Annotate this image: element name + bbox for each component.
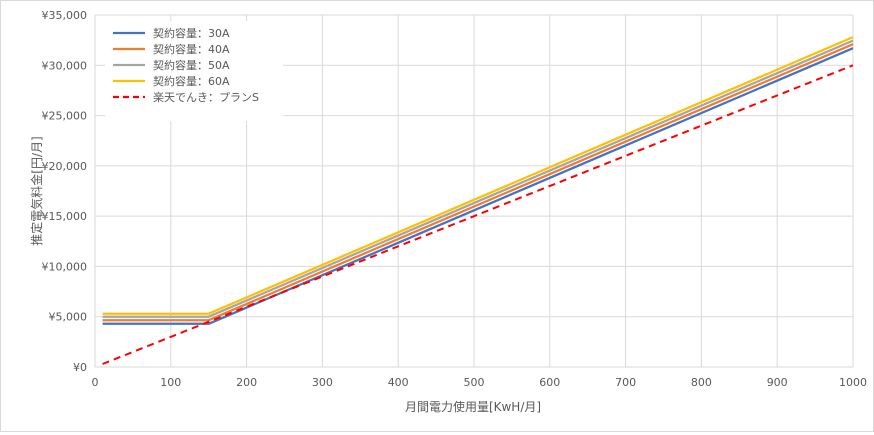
y-tick-label: ¥35,000 (42, 9, 88, 22)
series-line-4 (102, 36, 854, 315)
y-tick-label: ¥0 (73, 361, 87, 374)
y-tick-label: ¥25,000 (42, 110, 88, 123)
y-axis-ticks: ¥0 ¥5,000 ¥10,000 ¥15,000 ¥20,000 ¥25,000 ¥30,… (42, 9, 88, 374)
legend-label: 契約容量：40A (153, 42, 230, 56)
x-tick-label: 500 (464, 376, 485, 389)
legend: 契約容量：30A 契約容量：40A 契約容量：50A 契約容量：60A 楽天でんき：プラ… (105, 21, 283, 121)
x-tick-label: 900 (767, 376, 788, 389)
legend-label: 契約容量：50A (153, 58, 230, 72)
gridlines (94, 14, 854, 368)
series-lines (102, 36, 854, 365)
x-tick-label: 300 (312, 376, 333, 389)
x-tick-label: 0 (92, 376, 99, 389)
y-tick-label: ¥20,000 (42, 160, 88, 173)
series-line-2 (102, 43, 854, 322)
y-axis-title: 推定電気料金[円/月] (29, 136, 44, 245)
series-line-1 (102, 47, 854, 325)
legend-label: 契約容量：30A (153, 26, 230, 40)
y-tick-label: ¥10,000 (42, 260, 88, 273)
legend-label: 契約容量：60A (153, 74, 230, 88)
y-tick-label: ¥30,000 (42, 59, 88, 72)
x-axis-ticks: 0 100 200 300 400 500 600 700 800 900 1000 (92, 376, 868, 389)
y-tick-label: ¥15,000 (42, 210, 88, 223)
y-tick-label: ¥5,000 (49, 311, 88, 324)
x-tick-label: 400 (388, 376, 409, 389)
legend-background (105, 21, 283, 121)
x-tick-label: 800 (691, 376, 712, 389)
x-axis-title: 月間電力使用量[KwH/月] (405, 399, 541, 414)
legend-label: 楽天でんき：プランS (153, 91, 259, 104)
x-tick-label: 600 (539, 376, 560, 389)
x-tick-label: 700 (615, 376, 636, 389)
series-line-5 (102, 64, 854, 365)
x-tick-label: 1000 (839, 376, 867, 389)
x-tick-label: 200 (236, 376, 257, 389)
x-tick-label: 100 (160, 376, 181, 389)
series-line-3 (102, 39, 854, 318)
